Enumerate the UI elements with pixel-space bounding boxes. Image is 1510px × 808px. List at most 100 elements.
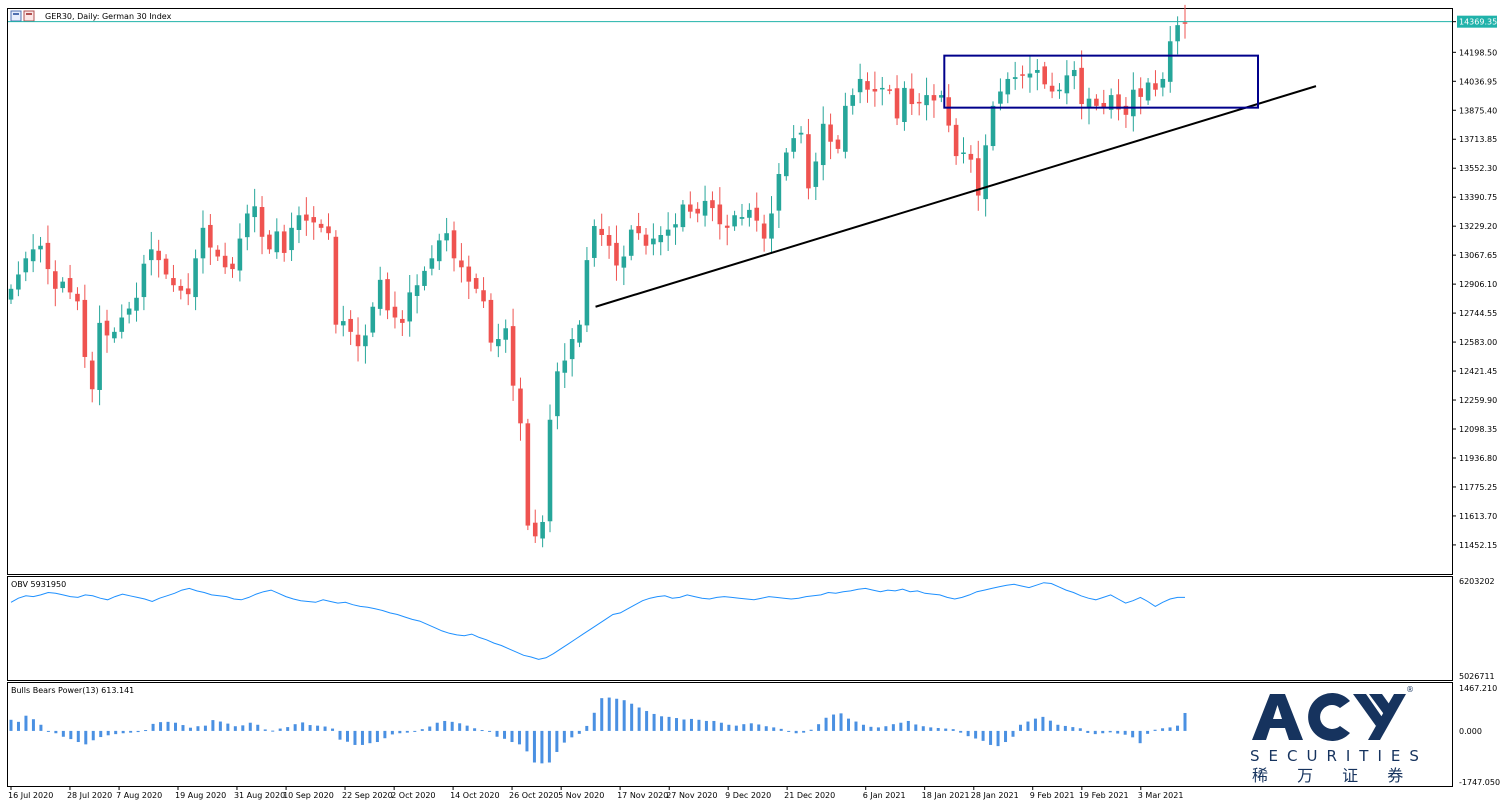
candle (665, 212, 671, 251)
candle (599, 213, 604, 246)
bbp-bar (1108, 730, 1112, 733)
candle (414, 274, 420, 314)
bbp-bar (652, 713, 656, 731)
candle (1042, 61, 1047, 89)
bbp-bar (188, 727, 192, 731)
bbp-bar (615, 698, 619, 731)
candle (717, 187, 723, 240)
bbp-bar (951, 729, 955, 731)
candle-body (894, 88, 900, 119)
candle-body (813, 161, 819, 187)
bbp-bar (525, 730, 529, 752)
candle (16, 261, 21, 297)
bbp-bar (1086, 730, 1090, 733)
candle (865, 72, 870, 103)
bbp-bar (817, 724, 821, 731)
price-tick-label: 14036.95 (1459, 77, 1497, 86)
candle-body (481, 290, 486, 302)
candle-body (592, 226, 597, 258)
candle-body (400, 318, 405, 323)
bbp-bar (944, 728, 948, 731)
candle (518, 377, 523, 441)
candle (806, 118, 811, 200)
bbp-bar (779, 728, 783, 731)
date-tick-label: 28 Jul 2020 (67, 791, 112, 800)
bbp-bar (1071, 727, 1075, 731)
candle (820, 106, 826, 181)
bbp-bar (166, 721, 170, 731)
candle-body (1175, 25, 1180, 42)
candle (584, 247, 590, 333)
candle (673, 213, 678, 245)
bbp-bar (1018, 724, 1022, 731)
trendline (595, 85, 1317, 308)
candle-body (990, 105, 996, 147)
candle (326, 213, 331, 240)
bbp-bar (981, 730, 985, 741)
candle-body (311, 217, 317, 223)
candle-body (850, 95, 856, 106)
bbp-bar (585, 725, 589, 731)
candle-body (1116, 94, 1121, 110)
bbp-bar (697, 719, 701, 731)
candle (510, 308, 516, 401)
bbp-bar (331, 728, 335, 731)
candle-body (887, 89, 892, 91)
candle-body (783, 152, 789, 177)
candle (67, 264, 73, 300)
candle (392, 291, 398, 329)
candle (208, 214, 213, 265)
candle-body (828, 124, 833, 142)
bbp-bar (99, 730, 103, 738)
candle (318, 219, 324, 233)
candle-body (1167, 41, 1173, 82)
candle-body (975, 158, 981, 196)
window-icon[interactable] (10, 10, 35, 22)
bbp-bar (503, 730, 507, 739)
candle (178, 279, 184, 300)
candle (547, 404, 553, 533)
candle (38, 236, 43, 263)
bbp-bar (233, 726, 237, 731)
bbp-bar (989, 730, 993, 745)
candle-body (702, 200, 708, 216)
candle (156, 239, 161, 278)
candle (747, 203, 752, 227)
bbp-bar (577, 730, 581, 734)
candle-body (244, 213, 250, 238)
candle (436, 233, 442, 270)
candle (931, 84, 937, 118)
candle-body (377, 279, 383, 309)
price-tick-label: 11452.15 (1459, 541, 1497, 550)
candle (953, 118, 959, 165)
candle (1101, 89, 1107, 115)
bbp-bar (570, 730, 574, 738)
candle-body (643, 234, 649, 246)
candle-body (835, 139, 841, 149)
candle-body (267, 234, 272, 250)
bbp-bar (121, 730, 125, 734)
candle-body (1064, 75, 1070, 94)
price-tick-label: 12906.10 (1459, 280, 1497, 289)
candle-body (289, 227, 294, 251)
candle (975, 140, 981, 211)
current-price-badge (1457, 15, 1497, 28)
price-tick-label: 13390.75 (1459, 193, 1497, 202)
candle-body (776, 174, 782, 211)
bbp-bar (338, 730, 342, 740)
candle (407, 274, 413, 337)
candle-body (1182, 22, 1188, 24)
bbp-bar (891, 724, 895, 731)
candle (363, 324, 368, 364)
bbp-bar (211, 720, 215, 731)
candle-body (340, 321, 346, 326)
candle (1108, 88, 1114, 119)
bbp-bar (383, 730, 387, 739)
candle (112, 327, 117, 343)
candle-body (1094, 98, 1099, 106)
candle-body (104, 320, 110, 336)
bbp-bar (91, 730, 95, 741)
candle-body (1160, 78, 1166, 88)
candle-body (909, 88, 915, 105)
bbp-bar (278, 728, 282, 731)
